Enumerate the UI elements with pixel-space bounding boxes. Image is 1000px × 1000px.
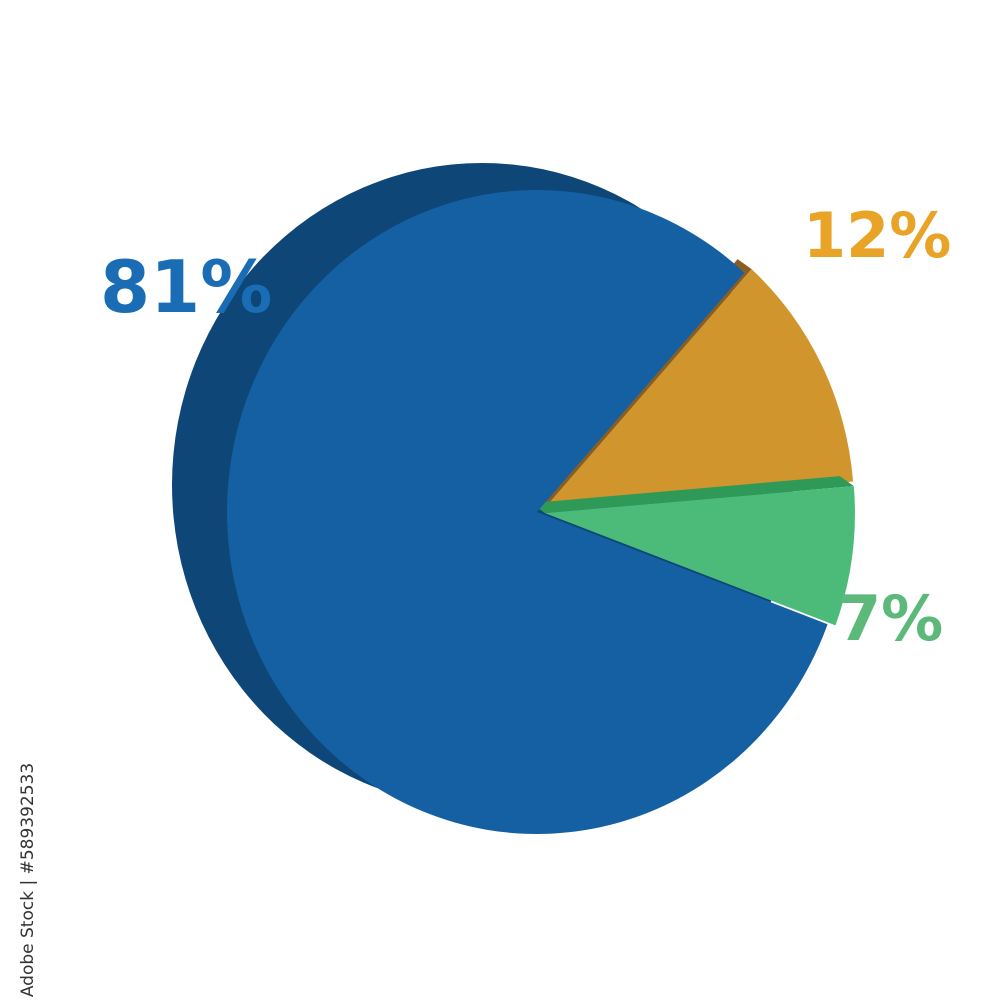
pie-slice-edge (530, 476, 854, 514)
pie-slice-12 (544, 269, 854, 509)
label-81: 81% (100, 245, 272, 329)
stock-credit: Adobe Stock | #589392533 (18, 762, 38, 998)
pie-slice-7 (544, 486, 855, 626)
label-12: 12% (803, 199, 951, 272)
label-7: 7% (838, 582, 943, 655)
pie-slice-81 (227, 190, 828, 834)
